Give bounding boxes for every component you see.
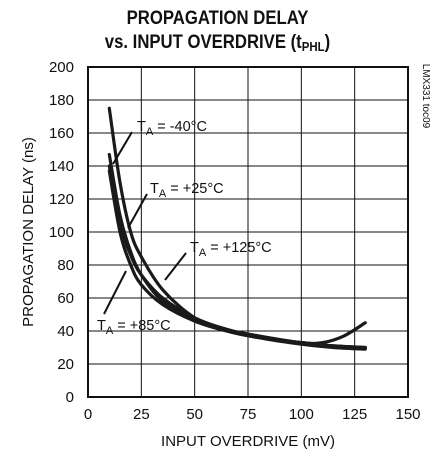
x-tick-label: 75	[240, 406, 257, 423]
annotation-sub: A	[146, 126, 154, 138]
annotation-t: T	[97, 318, 106, 334]
x-tick-label: 50	[186, 406, 203, 423]
y-tick-label: 0	[66, 389, 74, 406]
subtitle-suffix: )	[324, 32, 331, 53]
annotation-label: TA = +85°C	[97, 318, 171, 337]
annotations: TA = -40°C TA = +25°C TA = +125°C TA = +…	[97, 119, 272, 337]
y-tick-label: 120	[49, 191, 74, 208]
y-tick-label: 160	[49, 125, 74, 142]
side-label: LMX331 toc09	[420, 64, 431, 129]
x-tick-label: 125	[342, 406, 367, 423]
annotation-leader-1	[112, 131, 133, 165]
annotation-t: T	[150, 181, 159, 197]
annotation-label: TA = -40°C	[137, 119, 207, 138]
y-tick-label: 180	[49, 92, 74, 109]
annotation-rest: = +125°C	[206, 240, 271, 256]
annotation-sub: A	[159, 188, 167, 200]
series-lines	[107, 106, 367, 351]
annotation-label: TA = +25°C	[150, 181, 224, 200]
y-tick-label: 20	[57, 356, 74, 373]
annotation-sub: A	[106, 325, 114, 337]
subtitle-subscript: PHL	[301, 39, 325, 54]
annotation-t: T	[190, 240, 199, 256]
x-tick-label: 25	[133, 406, 150, 423]
x-tick-label: 100	[289, 406, 314, 423]
annotation-t: T	[137, 119, 146, 135]
chart-subtitle: vs. INPUT OVERDRIVE (tPHL)	[26, 32, 409, 54]
annotation-label: TA = +125°C	[190, 240, 272, 259]
series-line	[107, 169, 367, 350]
annotation-leader-4	[103, 270, 127, 315]
y-axis-label: PROPAGATION DELAY (ns)	[20, 137, 37, 327]
y-tick-label: 200	[49, 59, 74, 76]
y-tick-label: 140	[49, 158, 74, 175]
annotation-leader-3	[164, 252, 187, 281]
x-tick-label: 150	[395, 406, 420, 423]
subtitle-prefix: vs. INPUT OVERDRIVE (t	[104, 32, 302, 53]
annotation-rest: = +85°C	[113, 318, 170, 334]
x-axis-label: INPUT OVERDRIVE (mV)	[161, 433, 335, 450]
series-line	[107, 106, 367, 351]
y-tick-label: 80	[57, 257, 74, 274]
annotation-sub: A	[199, 247, 207, 259]
y-tick-label: 100	[49, 224, 74, 241]
chart-title: PROPAGATION DELAY	[126, 8, 309, 29]
annotation-leader-2	[127, 193, 148, 229]
x-tick-label: 0	[84, 406, 92, 423]
y-tick-label: 60	[57, 290, 74, 307]
annotation-rest: = -40°C	[153, 119, 207, 135]
tick-labels: 0 25 50 75 100 125 150 0 20 40 60 80 100 120 140 160 180…	[49, 59, 421, 423]
series-line	[107, 164, 367, 346]
annotation-rest: = +25°C	[166, 181, 223, 197]
y-tick-label: 40	[57, 323, 74, 340]
